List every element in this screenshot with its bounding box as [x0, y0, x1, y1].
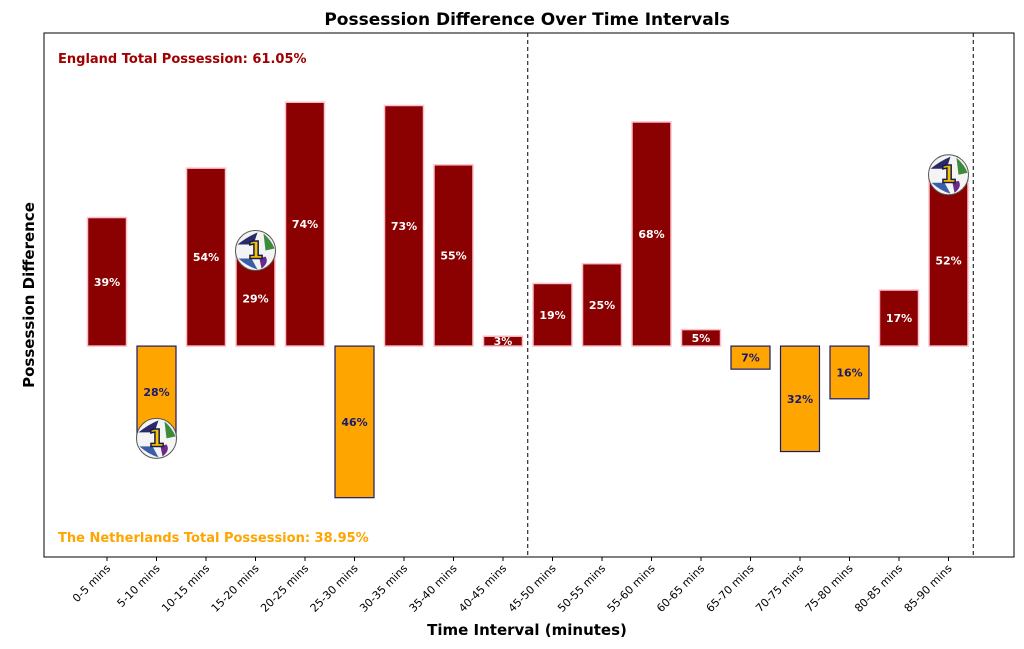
bar-value-label: 46%	[341, 416, 367, 429]
x-tick-label: 30-35 mins	[357, 562, 410, 615]
y-axis-label: Possession Difference	[20, 202, 38, 388]
x-tick-label: 55-60 mins	[605, 562, 658, 615]
x-tick-label: 65-70 mins	[704, 562, 757, 615]
x-tick-label: 60-65 mins	[654, 562, 707, 615]
chart-title: Possession Difference Over Time Interval…	[324, 10, 729, 30]
x-tick-label: 50-55 mins	[555, 562, 608, 615]
x-tick-label: 45-50 mins	[506, 562, 559, 615]
bar-value-label: 25%	[589, 299, 615, 312]
x-axis-label: Time Interval (minutes)	[427, 621, 627, 639]
bar-value-label: 7%	[741, 352, 760, 365]
bar-value-label: 28%	[143, 386, 169, 399]
bar-75-80-mins	[829, 345, 870, 400]
bar-30-35-mins	[383, 104, 425, 347]
bar-85-90-mins	[928, 173, 969, 347]
bar-50-55-mins	[581, 262, 623, 347]
x-tick-label: 25-30 mins	[308, 562, 361, 615]
bar-65-70-mins	[730, 345, 771, 370]
bar-value-label: 74%	[292, 218, 318, 231]
bar-35-40-mins	[433, 164, 474, 347]
bar-value-label: 73%	[391, 220, 417, 233]
bar-value-label: 5%	[692, 332, 711, 345]
x-tick-label: 35-40 mins	[407, 562, 460, 615]
football-icon: 1	[928, 154, 969, 196]
bar-value-label: 19%	[539, 309, 565, 322]
x-tick-label: 10-15 mins	[159, 562, 212, 615]
x-tick-label: 15-20 mins	[209, 562, 262, 615]
x-tick-label: 20-25 mins	[258, 562, 311, 615]
bar-value-label: 39%	[94, 276, 120, 289]
goal-number: 1	[148, 424, 165, 452]
bar-value-label: 16%	[836, 366, 862, 379]
goal-number: 1	[247, 237, 264, 265]
bar-60-65-mins	[680, 328, 722, 347]
bar-value-label: 54%	[193, 251, 219, 264]
bar-value-label: 3%	[494, 335, 513, 348]
bar-45-50-mins	[532, 282, 573, 347]
bar-value-label: 32%	[787, 393, 813, 406]
football-icon: 1	[235, 230, 276, 272]
bar-value-label: 29%	[242, 292, 268, 305]
bar-40-45-mins	[482, 335, 524, 347]
bar-value-label: 52%	[935, 254, 961, 267]
bar-value-label: 17%	[886, 312, 912, 325]
x-tick-label: 85-90 mins	[902, 562, 955, 615]
x-tick-label: 5-10 mins	[115, 562, 163, 610]
bar-25-30-mins	[334, 345, 375, 499]
england-total-annotation: England Total Possession: 61.05%	[58, 52, 307, 67]
bar-0-5-mins	[86, 216, 128, 347]
reference-lines	[527, 33, 974, 557]
bar-80-85-mins	[878, 289, 920, 347]
bars-layer	[86, 101, 969, 499]
bar-value-label: 55%	[440, 249, 466, 262]
bar-20-25-mins	[284, 101, 326, 347]
data-labels: 39% 28% 54% 29% 74% 46% 73% 55% 3% 19% 25% 68% 5% 7% 3…	[94, 218, 962, 429]
plot-frame	[43, 32, 1015, 558]
bar-10-15-mins	[185, 167, 227, 347]
x-tick-label: 80-85 mins	[852, 562, 905, 615]
goal-number: 1	[940, 161, 957, 189]
x-tick-label: 0-5 mins	[70, 562, 113, 605]
bar-value-label: 68%	[638, 228, 664, 241]
netherlands-total-annotation: The Netherlands Total Possession: 38.95%	[58, 531, 369, 546]
goal-markers: 1 1 1	[136, 154, 969, 459]
bar-55-60-mins	[631, 121, 672, 347]
football-icon: 1	[136, 417, 177, 459]
x-tick-label: 70-75 mins	[753, 562, 806, 615]
x-tick-label: 75-80 mins	[803, 562, 856, 615]
x-tick-label: 40-45 mins	[456, 562, 509, 615]
bar-70-75-mins	[779, 345, 821, 453]
